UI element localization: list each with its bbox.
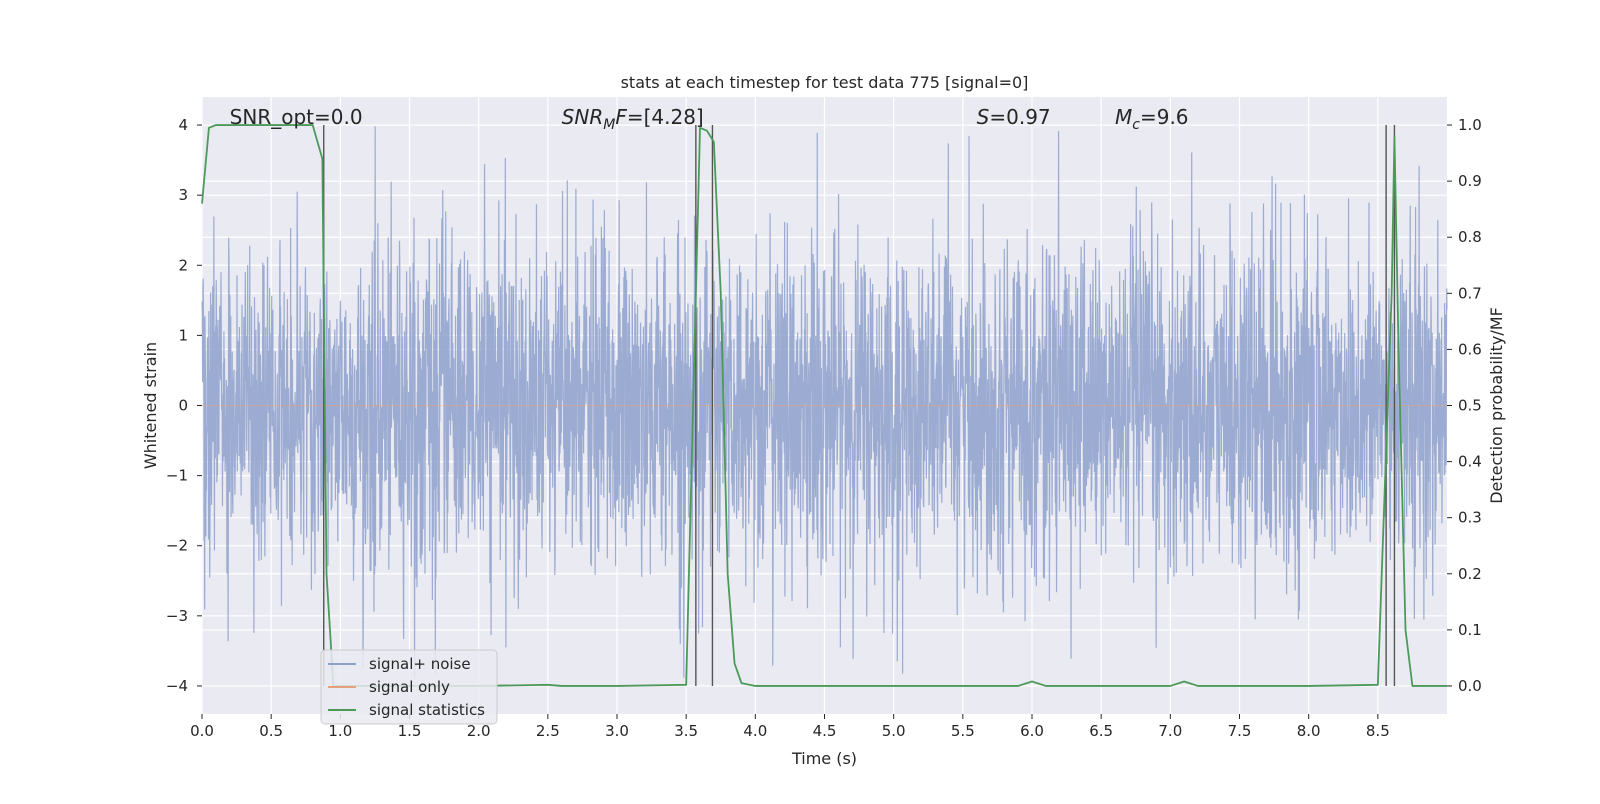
- x-tick-label: 2.5: [536, 722, 560, 740]
- y2-tick-label: 0.8: [1458, 228, 1482, 246]
- x-tick-label: 6.5: [1089, 722, 1113, 740]
- x-tick-label: 3.0: [605, 722, 629, 740]
- y2-axis-label: Detection probability/MF: [1487, 307, 1506, 504]
- x-tick-label: 5.0: [882, 722, 906, 740]
- y2-tick-label: 1.0: [1458, 116, 1482, 134]
- y-tick-label: 1: [178, 326, 188, 344]
- y2-tick-label: 0.4: [1458, 453, 1482, 471]
- legend-label: signal+ noise: [369, 655, 471, 673]
- x-tick-label: 1.0: [328, 722, 352, 740]
- y2-tick-label: 0.2: [1458, 565, 1482, 583]
- y-tick-label: 0: [178, 397, 188, 415]
- y2-tick-label: 0.9: [1458, 172, 1482, 190]
- y2-tick-label: 0.1: [1458, 621, 1482, 639]
- chart-title: stats at each timestep for test data 775…: [621, 73, 1029, 92]
- x-tick-label: 8.0: [1297, 722, 1321, 740]
- annotation-3: S=0.97: [977, 105, 1051, 129]
- y-tick-label: 2: [178, 256, 188, 274]
- x-tick-label: 6.0: [1020, 722, 1044, 740]
- x-tick-label: 0.5: [259, 722, 283, 740]
- y2-tick-label: 0.3: [1458, 509, 1482, 527]
- annotation-4: Mc=9.6: [1115, 105, 1189, 133]
- x-tick-label: 2.0: [467, 722, 491, 740]
- y-tick-label: −1: [166, 467, 188, 485]
- y2-tick-label: 0.5: [1458, 397, 1482, 415]
- annotation-1: SNR_opt=0.0: [230, 105, 363, 129]
- y-axis-label: Whitened strain: [141, 342, 160, 469]
- y-tick-label: 4: [178, 116, 188, 134]
- x-tick-label: 8.5: [1366, 722, 1390, 740]
- legend-label: signal only: [369, 678, 450, 696]
- x-axis-label: Time (s): [791, 749, 857, 768]
- legend-label: signal statistics: [369, 701, 485, 719]
- series-signal-statistics-line: [201, 124, 1447, 687]
- y2-tick-label: 0.7: [1458, 284, 1482, 302]
- y-tick-label: −4: [166, 677, 188, 695]
- y-tick-label: 3: [178, 186, 188, 204]
- y2-tick-label: 0.6: [1458, 340, 1482, 358]
- x-tick-label: 5.5: [951, 722, 975, 740]
- x-tick-label: 3.5: [674, 722, 698, 740]
- y-tick-label: −3: [166, 607, 188, 625]
- x-tick-label: 0.0: [190, 722, 214, 740]
- x-tick-label: 7.5: [1228, 722, 1252, 740]
- x-tick-label: 4.0: [743, 722, 767, 740]
- y2-tick-label: 0.0: [1458, 677, 1482, 695]
- x-tick-label: 7.0: [1158, 722, 1182, 740]
- y-tick-label: −2: [166, 537, 188, 555]
- x-tick-label: 4.5: [813, 722, 837, 740]
- annotation-2: SNRMF=[4.28]: [562, 105, 704, 133]
- series-signal-noise-line: [201, 126, 1448, 678]
- legend-box: [320, 649, 498, 725]
- x-tick-label: 1.5: [398, 722, 422, 740]
